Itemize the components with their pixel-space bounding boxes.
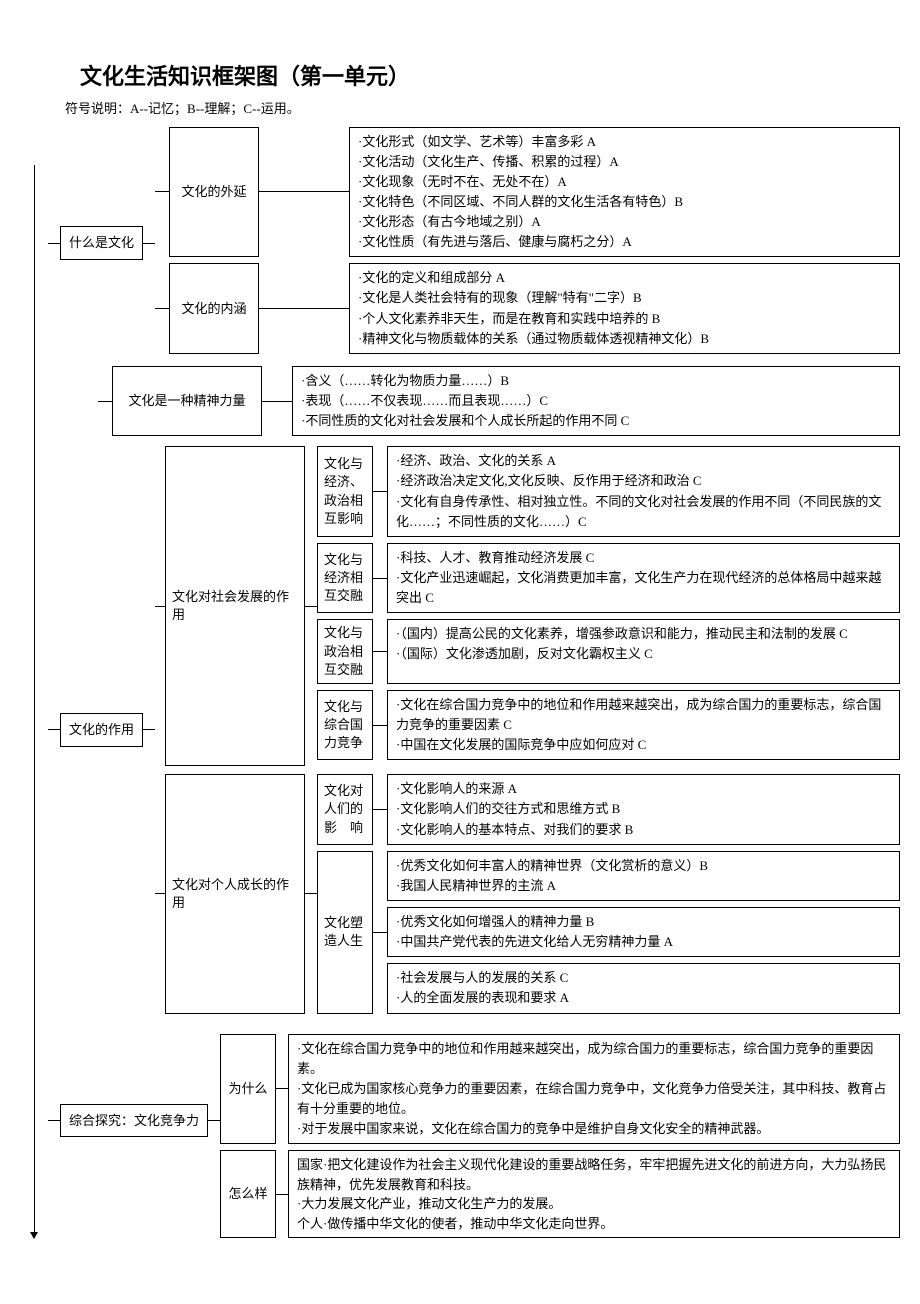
detail-society-sub: 科技、人才、教育推动经济发展 C文化产业迅速崛起，文化消费更加丰富，文化生产力在… bbox=[387, 543, 900, 613]
detail-culture-spirit-power: 含义（……转化为物质力量……）B表现（……不仅表现……而且表现……）C不同性质的… bbox=[292, 366, 900, 436]
detail-society-sub: 文化在综合国力竞争中的地位和作用越来越突出，成为综合国力的重要标志，综合国力竞争… bbox=[387, 690, 900, 760]
detail-item: 文化性质（有先进与落后、健康与腐朽之分）A bbox=[358, 232, 891, 252]
detail-item: 文化现象（无时不在、无处不在）A bbox=[358, 172, 891, 192]
detail-culture-extension: 文化形式（如文学、艺术等）丰富多彩 A文化活动（文化生产、传播、积累的过程）A文… bbox=[349, 127, 900, 258]
page-title: 文化生活知识框架图（第一单元） bbox=[80, 60, 900, 93]
detail-item: 文化影响人的来源 A bbox=[396, 779, 891, 799]
detail-item: 文化在综合国力竞争中的地位和作用越来越突出，成为综合国力的重要标志，综合国力竞争… bbox=[396, 695, 891, 735]
detail-item: 我国人民精神世界的主流 A bbox=[396, 876, 891, 896]
detail-culture-connotation: 文化的定义和组成部分 A文化是人类社会特有的现象（理解"特有"二字）B个人文化素… bbox=[349, 263, 900, 354]
detail-item: 优秀文化如何增强人的精神力量 B bbox=[396, 912, 891, 932]
node-how: 怎么样 bbox=[220, 1150, 276, 1238]
detail-item: 不同性质的文化对社会发展和个人成长所起的作用不同 C bbox=[301, 411, 891, 431]
detail-item: 个人文化素养非天生，而是在教育和实践中培养的 B bbox=[358, 309, 891, 329]
root-what-is-culture: 什么是文化 bbox=[60, 226, 143, 260]
detail-item: 经济、政治、文化的关系 A bbox=[396, 451, 891, 471]
detail-item: 文化已成为国家核心竞争力的重要因素，在综合国力竞争中，文化竞争力倍受关注，其中科… bbox=[297, 1079, 891, 1119]
detail-item: 文化产业迅速崛起，文化消费更加丰富，文化生产力在现代经济的总体格局中越来越突出 … bbox=[396, 568, 891, 608]
node-society-sub: 文化与政治相互交融 bbox=[317, 619, 373, 684]
node-society-dev: 文化对社会发展的作用 bbox=[165, 446, 305, 766]
node-personal-growth: 文化对个人成长的作用 bbox=[165, 774, 305, 1013]
detail-item: 文化形式（如文学、艺术等）丰富多彩 A bbox=[358, 132, 891, 152]
detail-item: 精神文化与物质载体的关系（通过物质载体透视精神文化）B bbox=[358, 329, 891, 349]
detail-item: 经济政治决定文化,文化反映、反作用于经济和政治 C bbox=[396, 471, 891, 491]
detail-item: 中国共产党代表的先进文化给人无穷精神力量 A bbox=[396, 932, 891, 952]
detail-item: 人的全面发展的表现和要求 A bbox=[396, 988, 891, 1008]
detail-item: 含义（……转化为物质力量……）B bbox=[301, 371, 891, 391]
detail-item: 文化影响人们的交往方式和思维方式 B bbox=[396, 799, 891, 819]
detail-item: （国际）文化渗透加剧，反对文化霸权主义 C bbox=[396, 644, 891, 664]
detail-society-sub: （国内）提高公民的文化素养，增强参政意识和能力，推动民主和法制的发展 C（国际）… bbox=[387, 619, 900, 684]
detail-item: 文化形态（有古今地域之别）A bbox=[358, 212, 891, 232]
main-spine bbox=[34, 165, 35, 1239]
detail-shape-life-1: 优秀文化如何丰富人的精神世界（文化赏析的意义）B我国人民精神世界的主流 A bbox=[387, 851, 900, 901]
detail-item: 文化影响人的基本特点、对我们的要求 B bbox=[396, 820, 891, 840]
detail-item: 社会发展与人的发展的关系 C bbox=[396, 968, 891, 988]
detail-item: 科技、人才、教育推动经济发展 C bbox=[396, 548, 891, 568]
detail-shape-life-3: 社会发展与人的发展的关系 C人的全面发展的表现和要求 A bbox=[387, 963, 900, 1013]
detail-item: 中国在文化发展的国际竞争中应如何应对 C bbox=[396, 735, 891, 755]
detail-item: 文化的定义和组成部分 A bbox=[358, 268, 891, 288]
node-society-sub: 文化与经济相互交融 bbox=[317, 543, 373, 613]
node-society-sub: 文化与综合国力竞争 bbox=[317, 690, 373, 760]
detail-item: 优秀文化如何丰富人的精神世界（文化赏析的意义）B bbox=[396, 856, 891, 876]
node-society-sub: 文化与经济、政治相互影响 bbox=[317, 446, 373, 537]
node-shape-life: 文化塑造人生 bbox=[317, 851, 373, 1014]
node-why: 为什么 bbox=[220, 1034, 276, 1145]
node-culture-connotation: 文化的内涵 bbox=[169, 263, 259, 354]
node-culture-spirit-power: 文化是一种精神力量 bbox=[112, 366, 262, 436]
root-culture-function: 文化的作用 bbox=[60, 713, 143, 747]
detail-item: 文化在综合国力竞争中的地位和作用越来越突出，成为综合国力的重要标志，综合国力竞争… bbox=[297, 1039, 891, 1079]
detail-item: 对于发展中国家来说，文化在综合国力的竞争中是维护自身文化安全的精神武器。 bbox=[297, 1119, 891, 1139]
legend: 符号说明：A--记忆；B--理解；C--运用。 bbox=[65, 99, 900, 119]
detail-why: 文化在综合国力竞争中的地位和作用越来越突出，成为综合国力的重要标志，综合国力竞争… bbox=[288, 1034, 900, 1145]
detail-how: 国家·把文化建设作为社会主义现代化建设的重要战略任务，牢牢把握先进文化的前进方向… bbox=[288, 1150, 900, 1238]
node-culture-extension: 文化的外延 bbox=[169, 127, 259, 258]
detail-item: 文化特色（不同区域、不同人群的文化生活各有特色）B bbox=[358, 192, 891, 212]
node-influence-people: 文化对人们的影 响 bbox=[317, 774, 373, 844]
detail-item: 文化活动（文化生产、传播、积累的过程）A bbox=[358, 152, 891, 172]
detail-society-sub: 经济、政治、文化的关系 A经济政治决定文化,文化反映、反作用于经济和政治 C文化… bbox=[387, 446, 900, 537]
detail-shape-life-2: 优秀文化如何增强人的精神力量 B中国共产党代表的先进文化给人无穷精神力量 A bbox=[387, 907, 900, 957]
detail-item: 表现（……不仅表现……而且表现……）C bbox=[301, 391, 891, 411]
detail-item: 文化有自身传承性、相对独立性。不同的文化对社会发展的作用不同（不同民族的文化……… bbox=[396, 492, 891, 532]
detail-item: （国内）提高公民的文化素养，增强参政意识和能力，推动民主和法制的发展 C bbox=[396, 624, 891, 644]
detail-item: 文化是人类社会特有的现象（理解"特有"二字）B bbox=[358, 288, 891, 308]
detail-influence-people: 文化影响人的来源 A文化影响人们的交往方式和思维方式 B文化影响人的基本特点、对… bbox=[387, 774, 900, 844]
root-culture-competitiveness: 综合探究：文化竞争力 bbox=[60, 1104, 208, 1138]
